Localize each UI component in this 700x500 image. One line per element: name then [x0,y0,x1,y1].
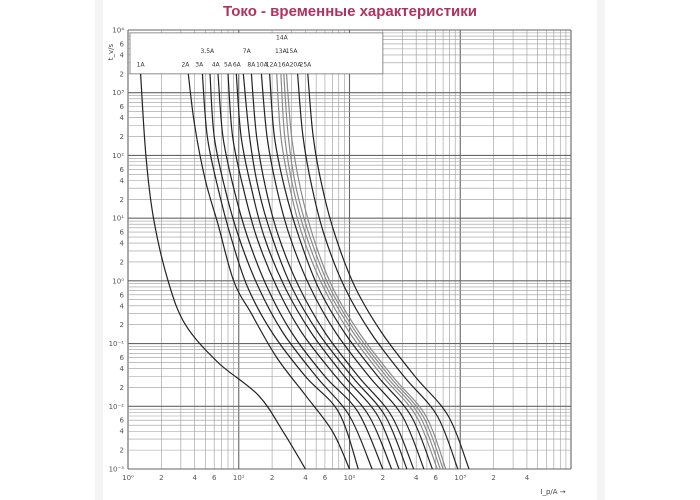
curve-label: 13A [275,48,288,55]
y-tick-label: 4 [120,177,125,185]
left-margin-band [95,0,103,500]
y-tick-label: 4 [120,428,125,436]
curve-3-5a [209,73,373,470]
x-tick-label: 2 [159,474,163,482]
x-tick-label: 10⁰ [122,474,134,482]
y-tick-label: 10³ [112,89,124,97]
y-tick-label: 6 [120,40,125,48]
curve-16a [285,73,447,470]
y-tick-label: 2 [120,447,124,455]
y-tick-label: 2 [120,133,124,141]
y-tick-label: 10⁻² [109,403,125,411]
curve-15a [283,73,444,470]
x-tick-label: 10³ [454,474,466,482]
x-tick-label: 6 [433,474,438,482]
curve-14a [280,73,441,470]
curve-3a [201,73,359,470]
y-tick-label: 4 [120,114,125,122]
tick-labels: 10⁰ 2 4 6 10¹ 2 4 6 10² 2 4 6 10³ 2 4 10⁴ 6 4 2 10³ 6 4 2 10² 6 4… [109,27,530,483]
curve-7a [242,73,408,470]
curve-6a [235,73,400,470]
curve-label: 12A [266,62,279,69]
y-tick-label: 10⁻³ [109,466,125,474]
x-tick-label: 2 [381,474,385,482]
grid [127,29,572,470]
y-tick-label: 2 [120,258,124,266]
curve-label: 16A [278,62,291,69]
y-tick-label: 10¹ [112,215,124,223]
curve-5a [227,73,393,470]
curve-4a [217,73,384,470]
y-tick-label: 6 [120,291,125,299]
curve-8a [250,73,415,470]
curve-20a [297,73,459,470]
x-tick-label: 4 [525,474,530,482]
y-tick-label: 10² [112,152,124,160]
curve-label: 3,5A [200,48,215,55]
curve-label: 6A [233,62,242,69]
curves [140,73,470,470]
curve-label: 4A [212,62,221,69]
x-tick-label: 6 [212,474,217,482]
y-tick-label: 6 [120,229,125,237]
curve-label: 1A [137,62,146,69]
curve-label: 5A [224,62,233,69]
curve-1a [140,73,306,470]
curve-label-box [129,32,384,75]
y-tick-label: 2 [120,321,124,329]
curve-10a [260,73,425,470]
y-tick-label: 2 [120,70,124,78]
curve-12a [269,73,433,470]
axis-titles: t_v/s I_p/A → [107,43,566,496]
x-tick-label: 2 [270,474,274,482]
chart-title: Токо - временные характеристики [223,3,477,20]
curve-label: 15A [286,48,299,55]
y-tick-label: 10⁻¹ [109,340,125,348]
y-tick-label: 6 [120,103,125,111]
y-tick-label: 2 [120,196,124,204]
curve-label: 20A [290,62,303,69]
y-tick-label: 4 [120,240,125,248]
curve-label: 10A [256,62,269,69]
curve-label: 7A [243,48,252,55]
y-tick-label: 2 [120,384,124,392]
y-tick-label: 6 [120,417,125,425]
y-tick-label: 4 [120,365,125,373]
right-margin-band [597,0,605,500]
x-axis-label: I_p/A → [540,488,565,496]
x-tick-label: 4 [192,474,197,482]
y-tick-label: 4 [120,302,125,310]
y-tick-label: 10⁰ [112,277,124,285]
curve-label: 8A [247,62,256,69]
curve-label: 14A [276,35,289,42]
x-tick-label: 6 [323,474,328,482]
y-axis-label: t_v/s [107,43,115,60]
curve-2a [187,73,351,470]
y-tick-label: 6 [120,166,125,174]
x-tick-label: 4 [303,474,308,482]
x-tick-label: 2 [491,474,495,482]
curve-25a [307,73,470,470]
curve-13a [276,73,438,470]
curve-label: 25A [300,62,313,69]
x-tick-label: 4 [414,474,419,482]
y-tick-label: 4 [120,51,125,59]
x-tick-label: 10² [344,474,356,482]
y-tick-label: 10⁴ [112,27,124,35]
curve-label: 2A [181,62,190,69]
curve-label: 3A [195,62,204,69]
x-tick-label: 10¹ [233,474,245,482]
y-tick-label: 6 [120,354,125,362]
